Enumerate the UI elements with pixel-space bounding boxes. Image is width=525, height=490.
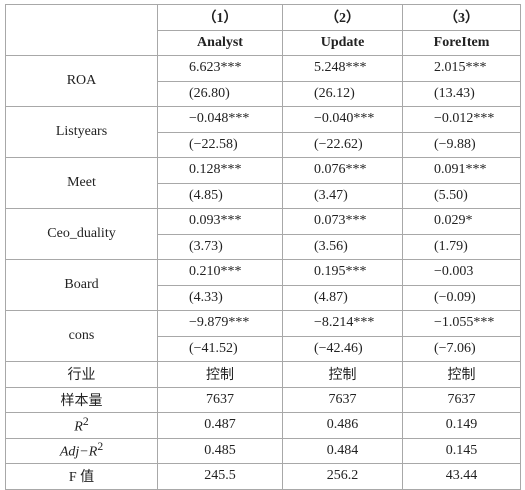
- t-statistic: (4.85): [157, 182, 283, 209]
- table-row: (3.73) (3.56) (1.79): [6, 233, 521, 260]
- table-row: (−41.52) (−42.46) (−7.06): [6, 335, 521, 362]
- t-statistic: (−9.88): [402, 131, 521, 158]
- coefficient: −0.040***: [282, 106, 403, 133]
- column-number: （2）: [282, 4, 403, 31]
- variable-name: cons: [5, 310, 158, 362]
- t-statistic: (1.79): [402, 233, 521, 260]
- t-statistic: (3.47): [282, 182, 403, 209]
- coefficient: 0.093***: [157, 208, 283, 235]
- variable-name: ROA: [5, 55, 158, 107]
- variable-name: Ceo_duality: [5, 208, 158, 260]
- regression-table: （1） （2） （3） Analyst Update ForeItem ROA 6.623**…: [5, 4, 521, 490]
- table-row: F 值 245.5 256.2 43.44: [5, 463, 521, 490]
- column-number: （3）: [402, 4, 521, 31]
- stat-label: F 值: [5, 463, 158, 490]
- table-row: (4.33) (4.87) (−0.09): [6, 284, 521, 311]
- table-row: 样本量 7637 7637 7637: [5, 386, 521, 413]
- table-row: ROA 6.623*** 5.248*** 2.015***: [5, 55, 521, 107]
- t-statistic: (5.50): [402, 182, 521, 209]
- t-statistic: (4.33): [157, 284, 283, 311]
- table-row: (26.80) (26.12) (13.43): [6, 80, 521, 107]
- table-row: Board 0.210*** 0.195*** −0.003: [5, 259, 521, 311]
- coefficient: 0.128***: [157, 157, 283, 184]
- stat-value: 控制: [402, 361, 521, 388]
- coefficient: 0.029*: [402, 208, 521, 235]
- model-name: Analyst: [157, 29, 283, 56]
- coefficient: −9.879***: [157, 310, 283, 337]
- t-statistic: (26.12): [282, 80, 403, 107]
- stat-value: 0.484: [282, 437, 403, 464]
- stat-value: 245.5: [157, 463, 283, 490]
- table-row: (4.85) (3.47) (5.50): [6, 182, 521, 209]
- table-row: Ceo_duality 0.093*** 0.073*** 0.029*: [5, 208, 521, 260]
- stat-value: 7637: [282, 386, 403, 413]
- table-row: cons −9.879*** −8.214*** −1.055***: [5, 310, 521, 362]
- coefficient: 0.076***: [282, 157, 403, 184]
- coefficient: −1.055***: [402, 310, 521, 337]
- variable-name: Listyears: [5, 106, 158, 158]
- coefficient: −8.214***: [282, 310, 403, 337]
- stat-label: R2: [5, 412, 158, 439]
- t-statistic: (−41.52): [157, 335, 283, 362]
- table-row: (−22.58) (−22.62) (−9.88): [6, 131, 521, 158]
- t-statistic: (13.43): [402, 80, 521, 107]
- stat-label: 行业: [5, 361, 158, 388]
- stat-label-main: Adj−R: [59, 445, 98, 461]
- stat-value: 7637: [402, 386, 521, 413]
- model-name: Update: [282, 29, 403, 56]
- stat-label-sup: 2: [82, 414, 89, 428]
- t-statistic: (−0.09): [402, 284, 521, 311]
- stat-value: 控制: [282, 361, 403, 388]
- variable-name: Board: [5, 259, 158, 311]
- stat-value: 0.486: [282, 412, 403, 439]
- corner-cell: [5, 4, 158, 56]
- stat-label-main: R: [74, 419, 83, 435]
- table-row: （1） （2） （3）: [5, 4, 521, 56]
- table-row: Meet 0.128*** 0.076*** 0.091***: [5, 157, 521, 209]
- stat-value: 256.2: [282, 463, 403, 490]
- table-row: 行业 控制 控制 控制: [5, 361, 521, 388]
- stat-value: 0.145: [402, 437, 521, 464]
- coefficient: 0.195***: [282, 259, 403, 286]
- stat-value: 0.485: [157, 437, 283, 464]
- t-statistic: (3.73): [157, 233, 283, 260]
- variable-name: Meet: [5, 157, 158, 209]
- stat-label: 样本量: [5, 386, 158, 413]
- t-statistic: (−22.62): [282, 131, 403, 158]
- stat-label: Adj−R2: [5, 437, 158, 464]
- coefficient: 6.623***: [157, 55, 283, 82]
- table-body: （1） （2） （3） Analyst Update ForeItem ROA 6.623**…: [5, 4, 521, 490]
- t-statistic: (26.80): [157, 80, 283, 107]
- coefficient: 0.210***: [157, 259, 283, 286]
- t-statistic: (4.87): [282, 284, 403, 311]
- coefficient: 5.248***: [282, 55, 403, 82]
- t-statistic: (−7.06): [402, 335, 521, 362]
- coefficient: −0.012***: [402, 106, 521, 133]
- stat-value: 43.44: [402, 463, 521, 490]
- stat-value: 0.487: [157, 412, 283, 439]
- table-row: Listyears −0.048*** −0.040*** −0.012***: [5, 106, 521, 158]
- stat-label-sup: 2: [97, 440, 104, 454]
- stat-value: 7637: [157, 386, 283, 413]
- table-row: Analyst Update ForeItem: [6, 29, 521, 56]
- model-name: ForeItem: [402, 29, 521, 56]
- t-statistic: (3.56): [282, 233, 403, 260]
- stat-value: 0.149: [402, 412, 521, 439]
- coefficient: 0.073***: [282, 208, 403, 235]
- coefficient: 0.091***: [402, 157, 521, 184]
- t-statistic: (−42.46): [282, 335, 403, 362]
- column-number: （1）: [157, 4, 283, 31]
- coefficient: −0.048***: [157, 106, 283, 133]
- table-row: R2 0.487 0.486 0.149: [5, 412, 521, 439]
- table-row: Adj−R2 0.485 0.484 0.145: [5, 437, 521, 464]
- stat-value: 控制: [157, 361, 283, 388]
- coefficient: 2.015***: [402, 55, 521, 82]
- coefficient: −0.003: [402, 259, 521, 286]
- t-statistic: (−22.58): [157, 131, 283, 158]
